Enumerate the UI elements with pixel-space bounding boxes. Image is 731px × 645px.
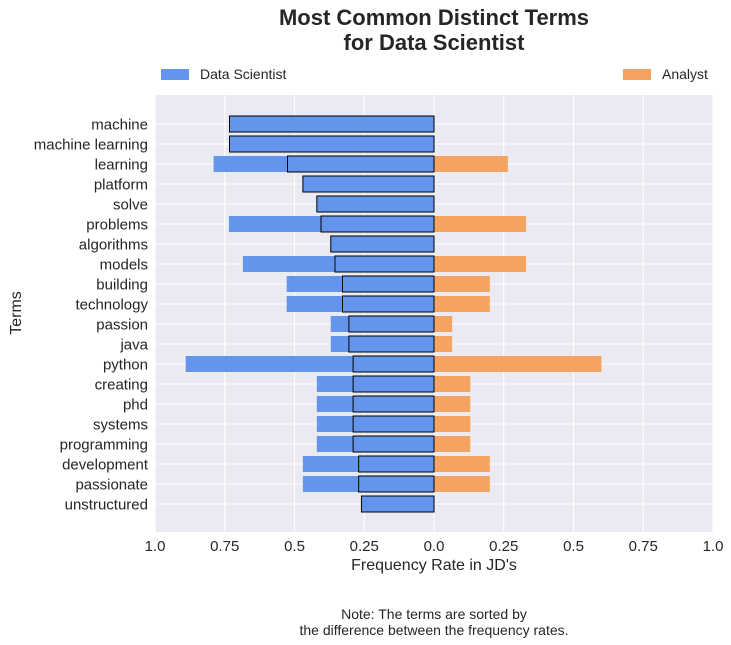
legend-label-analyst: Analyst <box>662 66 708 82</box>
x-tick-label: 0.25 <box>489 538 518 555</box>
bar-analyst <box>434 156 508 172</box>
bar-analyst <box>434 456 490 472</box>
y-tick-label: platform <box>94 177 148 194</box>
bar-difference <box>358 455 435 473</box>
legend-item-data-scientist: Data Scientist <box>161 66 286 82</box>
bar-difference <box>334 255 435 273</box>
legend-swatch-data-scientist <box>161 68 189 80</box>
legend-label-data-scientist: Data Scientist <box>200 66 287 82</box>
x-tick-label: 0.5 <box>284 538 305 555</box>
bar-difference <box>341 275 435 293</box>
x-tick-label: 0.5 <box>563 538 584 555</box>
bar-difference <box>358 475 435 493</box>
bar-difference <box>320 215 435 233</box>
chart-title: Most Common Distinct Terms for Data Scie… <box>155 5 713 55</box>
y-tick-label: programming <box>60 437 148 454</box>
chart-title-line-1: Most Common Distinct Terms <box>278 5 590 30</box>
bar-difference <box>352 435 435 453</box>
y-tick-label: development <box>62 457 149 474</box>
bar-difference <box>352 355 435 373</box>
y-tick-label: problems <box>86 217 148 234</box>
bar-difference <box>330 235 435 253</box>
y-tick-label: passion <box>96 317 148 334</box>
y-tick-label: unstructured <box>65 497 148 514</box>
y-tick-label: passionate <box>75 477 148 494</box>
y-tick-label: algorithms <box>79 237 148 254</box>
bar-difference <box>228 115 435 133</box>
chart-note-line-2: the difference between the frequency rat… <box>299 622 569 638</box>
bar-difference <box>341 295 435 313</box>
bar-analyst <box>434 276 490 292</box>
legend-item-analyst: Analyst <box>623 66 708 82</box>
y-tick-label: solve <box>113 197 148 214</box>
x-tick-label: 0.0 <box>424 538 445 555</box>
y-tick-label: machine learning <box>34 137 148 154</box>
y-tick-label: java <box>119 337 148 354</box>
bar-analyst <box>434 356 602 372</box>
chart-note-line-1: Note: The terms are sorted by <box>341 606 527 622</box>
bar-analyst <box>434 336 453 352</box>
y-tick-label: machine <box>91 117 148 134</box>
x-tick-label: 0.75 <box>629 538 658 555</box>
bar-difference <box>352 375 435 393</box>
x-tick-label: 0.25 <box>350 538 379 555</box>
y-tick-label: learning <box>95 157 148 174</box>
bar-difference <box>228 135 435 153</box>
bar-analyst <box>434 416 471 432</box>
bar-analyst <box>434 316 453 332</box>
bar-analyst <box>434 396 471 412</box>
bar-difference <box>348 335 435 353</box>
legend-swatch-analyst <box>623 68 651 80</box>
bar-difference <box>348 315 435 333</box>
bar-difference <box>287 155 435 173</box>
y-tick-label: building <box>96 277 148 294</box>
bar-difference <box>302 175 435 193</box>
x-tick-label: 1.0 <box>145 538 166 555</box>
x-tick-label: 1.0 <box>703 538 724 555</box>
bar-difference <box>352 395 435 413</box>
bar-analyst <box>434 436 471 452</box>
bar-analyst <box>434 256 527 272</box>
bar-difference <box>352 415 435 433</box>
x-tick-label: 0.75 <box>210 538 239 555</box>
y-axis-label: Terms <box>8 291 25 335</box>
bar-analyst <box>434 296 490 312</box>
y-tick-label: creating <box>95 377 148 394</box>
bar-analyst <box>434 216 527 232</box>
y-tick-label: systems <box>93 417 148 434</box>
bar-difference <box>316 195 435 213</box>
chart-title-line-2: for Data Scientist <box>343 30 525 55</box>
y-tick-label: models <box>100 257 148 274</box>
y-tick-label: python <box>103 357 148 374</box>
y-tick-label: phd <box>123 397 148 414</box>
x-axis-label: Frequency Rate in JD's <box>351 557 517 574</box>
bar-analyst <box>434 476 490 492</box>
bar-analyst <box>434 376 471 392</box>
chart-note: Note: The terms are sorted by the differ… <box>155 606 713 638</box>
y-tick-label: technology <box>75 297 148 314</box>
bar-difference <box>360 495 435 513</box>
